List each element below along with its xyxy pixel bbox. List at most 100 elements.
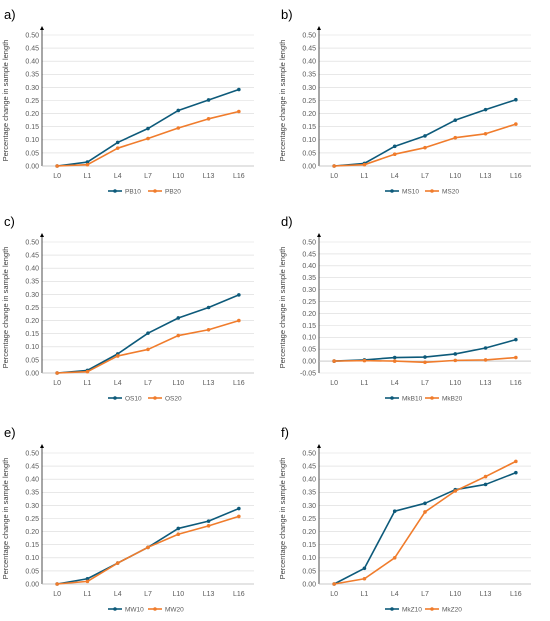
y-tick-label: 0.10 [302,335,316,342]
data-point [453,135,458,140]
data-point [362,162,367,167]
chart-panel-4: d) Percentage change in sample length -0.0… [278,214,531,402]
data-point [176,108,181,113]
y-tick-label: 0.10 [302,137,316,144]
chart-panel-5: e) Percentage change in sample length 0.00… [1,425,254,613]
data-point [514,97,518,102]
legend-entry: MS10 [385,188,419,195]
y-tick-label: 0.15 [302,542,316,549]
data-point [146,136,150,141]
y-tick-label: 0.45 [302,464,316,471]
y-tick-label: 0.50 [25,32,39,39]
y-tick-label: 0.30 [25,292,39,299]
panel-label: f) [281,425,289,440]
y-tick-label: 0.00 [302,581,316,588]
legend-entry: PB20 [148,188,181,195]
data-point [453,489,458,493]
legend-marker [153,396,157,400]
chart-panel-6: f) Percentage change in sample length 0.00… [278,425,531,613]
x-tick-label: L13 [203,380,215,387]
data-point [483,474,488,479]
legend-entry: MkZ20 [425,606,462,613]
panel-label: c) [4,214,15,229]
series-line-MW20 [57,515,240,585]
panel-label: d) [281,214,293,229]
x-tick-label: L1 [361,591,369,598]
data-point [514,122,518,126]
x-tick-label: L16 [233,591,245,598]
data-point [85,576,90,581]
data-point [55,371,59,375]
y-tick-label: 0.05 [302,347,316,354]
legend-label: PB20 [165,188,181,195]
data-point [423,134,427,138]
legend-marker [430,396,434,400]
legend-label: MkB10 [402,395,423,402]
data-point [453,358,458,363]
legend-marker [113,396,117,400]
y-tick-label: 0.00 [302,358,316,365]
data-point [146,126,150,131]
data-point [237,514,241,519]
y-tick-label: 0.45 [25,464,39,471]
data-point [146,545,150,550]
legend-entry: MkB10 [385,395,423,402]
y-tick-label: 0.20 [25,318,39,325]
legend-marker [430,607,434,611]
data-point [206,519,211,523]
data-point [362,358,367,363]
y-tick-label: 0.15 [25,542,39,549]
y-tick-label: 0.30 [25,503,39,510]
data-point [483,107,488,112]
data-point [392,556,397,560]
data-point [115,146,120,150]
data-point [332,164,336,168]
data-point [206,524,211,528]
data-point [85,579,90,584]
y-axis-arrow [40,233,44,237]
y-tick-label: 0.40 [25,477,39,484]
x-tick-label: L16 [510,591,522,598]
y-tick-label: 0.10 [302,555,316,562]
y-tick-label: 0.15 [25,124,39,131]
chart-panel-3: c) Percentage change in sample length 0.00… [1,214,254,402]
legend-marker [113,189,117,193]
data-point [176,316,181,320]
legend-entry: MW20 [148,606,184,613]
series-line-MkZ20 [334,460,517,585]
x-tick-label: L16 [233,380,245,387]
y-tick-label: 0.15 [302,124,316,131]
legend-marker [390,396,394,400]
data-point [237,87,241,92]
data-point [115,561,120,565]
legend-entry: MkB20 [425,395,463,402]
y-tick-label: 0.00 [25,581,39,588]
data-point [453,352,458,356]
chart-panel-1: a) Percentage change in sample length 0.00… [1,7,254,195]
x-tick-label: L16 [510,380,522,387]
x-tick-label: L7 [421,380,429,387]
data-point [362,576,367,581]
data-point [115,140,120,145]
legend-label: MkZ10 [402,606,422,613]
y-tick-label: 0.10 [25,555,39,562]
data-point [392,144,397,149]
legend-marker [153,189,157,193]
panel-label: b) [281,7,293,22]
data-point [146,347,150,352]
y-tick-label: 0.05 [25,568,39,575]
x-tick-label: L1 [361,173,369,180]
data-point [483,346,488,350]
y-tick-label: 0.40 [302,477,316,484]
legend-marker [113,607,117,611]
y-axis-arrow [317,233,321,237]
y-tick-label: 0.25 [302,98,316,105]
x-tick-label: L4 [114,591,122,598]
data-point [176,532,181,537]
y-tick-label: 0.50 [25,239,39,246]
x-tick-label: L4 [114,173,122,180]
y-tick-label: 0.00 [25,163,39,170]
y-axis-arrow [317,26,321,30]
data-point [176,126,181,130]
y-tick-label: -0.05 [300,370,316,377]
